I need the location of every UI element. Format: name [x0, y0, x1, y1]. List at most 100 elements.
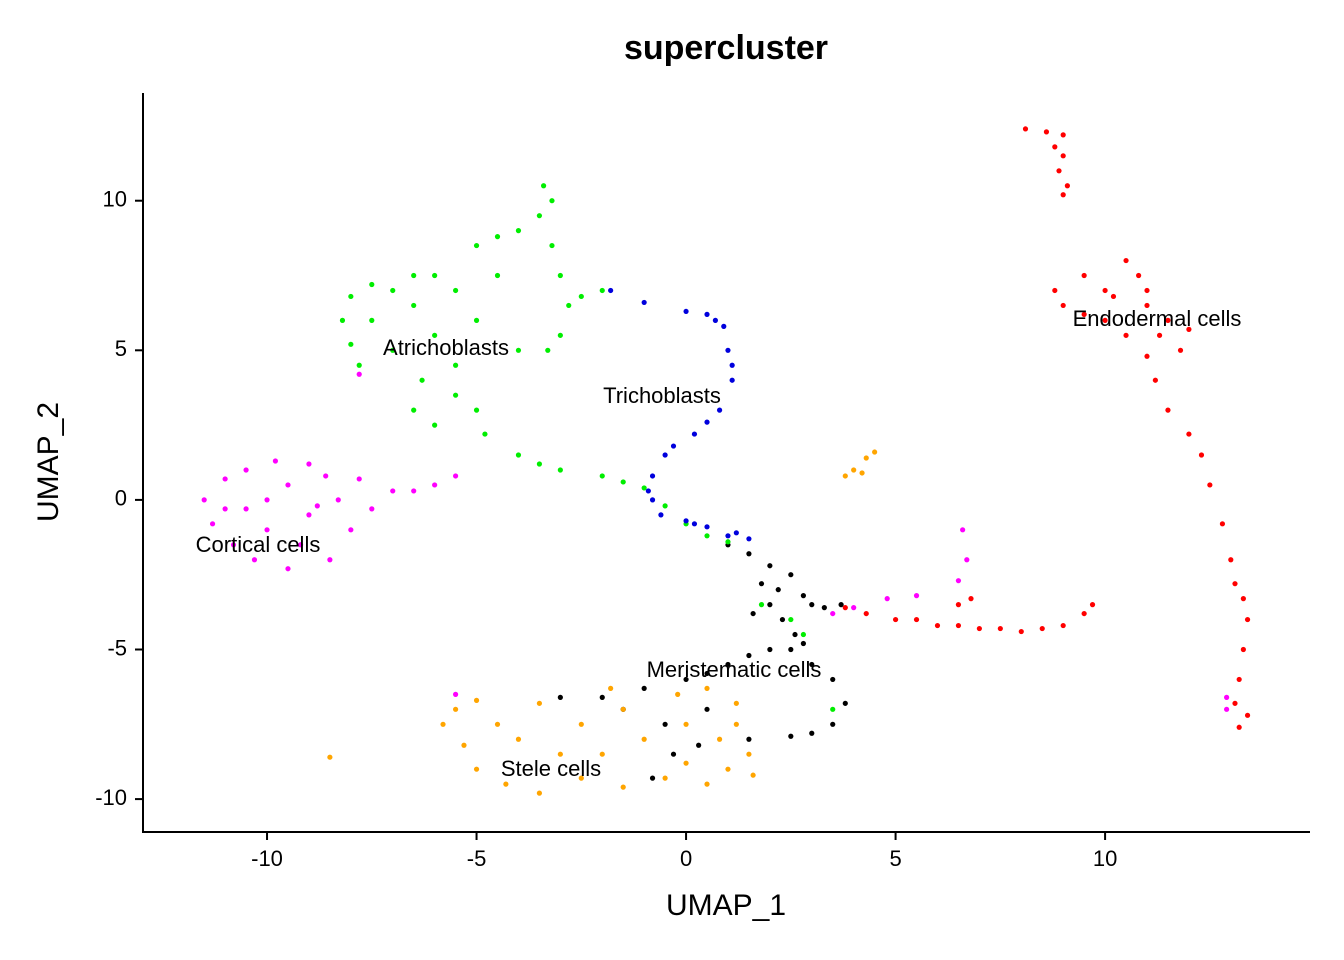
point	[515, 452, 522, 458]
point	[859, 470, 865, 476]
point	[473, 407, 480, 413]
point	[356, 476, 362, 482]
point	[1165, 317, 1171, 323]
point	[222, 506, 228, 512]
point	[821, 605, 827, 611]
point	[1236, 724, 1242, 730]
point	[842, 473, 848, 479]
point	[549, 242, 555, 249]
point	[411, 272, 417, 279]
point	[733, 530, 739, 536]
point	[1144, 353, 1150, 359]
point	[503, 781, 509, 787]
point	[725, 539, 731, 545]
cluster-label: Cortical cells	[196, 532, 321, 557]
point	[201, 497, 207, 503]
point	[1123, 257, 1129, 264]
point	[758, 581, 765, 587]
y-tick-label: 5	[115, 336, 127, 361]
point	[851, 605, 857, 611]
point	[545, 347, 551, 353]
point	[649, 497, 656, 503]
point	[1219, 521, 1226, 527]
point	[913, 593, 920, 599]
point	[809, 661, 815, 668]
point	[1039, 625, 1045, 632]
point	[683, 721, 689, 727]
point	[222, 476, 228, 482]
x-axis-title: UMAP_1	[666, 889, 786, 922]
point	[704, 685, 710, 691]
point	[390, 347, 396, 353]
point	[419, 377, 425, 383]
point	[620, 706, 626, 712]
point	[1018, 628, 1024, 635]
point	[432, 332, 438, 338]
point	[306, 512, 312, 518]
point	[830, 610, 836, 617]
point	[1060, 622, 1066, 629]
point	[599, 751, 605, 757]
point	[729, 377, 735, 383]
point	[725, 347, 731, 353]
point	[348, 341, 354, 347]
point	[662, 503, 668, 509]
point	[746, 751, 752, 757]
point	[482, 431, 488, 437]
point	[264, 527, 270, 533]
point	[641, 485, 647, 491]
point	[830, 721, 836, 727]
point	[955, 578, 962, 584]
point	[641, 685, 647, 691]
point	[830, 706, 836, 712]
point	[892, 616, 899, 623]
point	[792, 631, 798, 638]
point	[536, 213, 543, 219]
point	[608, 287, 614, 294]
point	[557, 467, 563, 473]
point	[683, 518, 689, 524]
point	[683, 760, 689, 766]
point	[599, 694, 605, 700]
point	[599, 287, 605, 294]
point	[716, 407, 723, 413]
point	[314, 503, 320, 509]
point	[306, 461, 312, 467]
point	[838, 602, 844, 608]
point	[758, 602, 765, 608]
point	[327, 557, 333, 563]
point	[1198, 452, 1205, 458]
point	[1081, 610, 1087, 617]
point	[411, 488, 417, 494]
point	[725, 661, 731, 668]
point	[670, 751, 677, 757]
point	[842, 605, 848, 611]
point	[649, 775, 656, 781]
y-tick-label: 0	[115, 486, 127, 511]
point	[1240, 596, 1246, 602]
point	[809, 730, 815, 736]
point	[339, 317, 346, 323]
point	[1232, 700, 1238, 706]
point	[662, 721, 668, 727]
point	[704, 419, 710, 425]
point	[494, 272, 501, 279]
point	[997, 625, 1003, 632]
point	[670, 443, 677, 449]
point	[934, 622, 941, 629]
point	[725, 766, 731, 772]
point	[557, 751, 563, 757]
point	[683, 676, 689, 683]
point	[243, 467, 249, 473]
point	[1102, 287, 1108, 294]
point	[264, 497, 270, 503]
point	[1144, 302, 1150, 309]
point	[750, 772, 756, 778]
point	[369, 317, 375, 323]
point	[1052, 287, 1058, 294]
point	[285, 566, 291, 572]
point	[1136, 272, 1142, 279]
point	[913, 616, 920, 623]
point	[335, 497, 341, 503]
point	[976, 625, 982, 632]
